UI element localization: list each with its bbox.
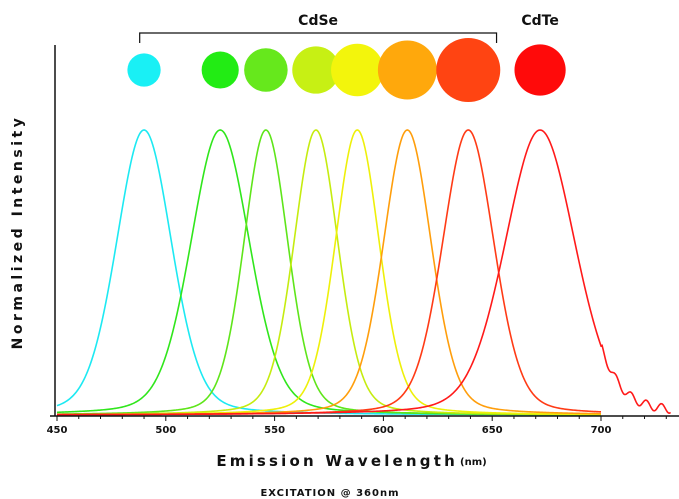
x-tick-label: 450	[47, 425, 68, 436]
y-axis-label: Normalized Intensity	[10, 115, 26, 350]
x-tick-label: 550	[264, 425, 285, 436]
quantum-dot-490	[127, 53, 161, 87]
quantum-dot-639	[436, 38, 501, 102]
quantum-dot-672	[514, 44, 566, 96]
excitation-note: EXCITATION @ 360nm	[260, 488, 399, 499]
x-tick-label: 650	[482, 425, 503, 436]
emission-curve-490	[56, 129, 601, 416]
emission-curve-588	[57, 129, 602, 416]
quantum-dot-611	[377, 40, 437, 100]
cdse-bracket	[139, 32, 498, 43]
quantum-dot-588	[331, 43, 384, 97]
emission-curve-525	[56, 129, 601, 416]
x-axis-unit: (nm)	[460, 457, 487, 468]
cdte-label: CdTe	[521, 13, 558, 29]
quantum-dot-525	[201, 51, 239, 89]
quantum-dot-546	[244, 48, 288, 92]
emission-curve-672	[57, 129, 672, 416]
cdse-label: CdSe	[298, 13, 338, 29]
emission-curve-546	[56, 129, 601, 416]
x-axis-label: Emission Wavelength	[216, 452, 458, 470]
material-groups: CdSe CdTe	[139, 13, 559, 43]
emission-curves	[56, 129, 672, 416]
emission-curve-639	[57, 129, 602, 416]
x-tick-label: 500	[155, 425, 176, 436]
quantum-dot-569	[292, 46, 340, 94]
x-tick-label: 600	[373, 425, 394, 436]
emission-curve-569	[56, 129, 602, 416]
x-tick-label: 700	[591, 425, 612, 436]
quantum-dot-circles	[127, 38, 566, 102]
x-axis-ticks: 450 500 550 600 650 700	[47, 416, 667, 436]
emission-curve-611	[57, 129, 602, 416]
